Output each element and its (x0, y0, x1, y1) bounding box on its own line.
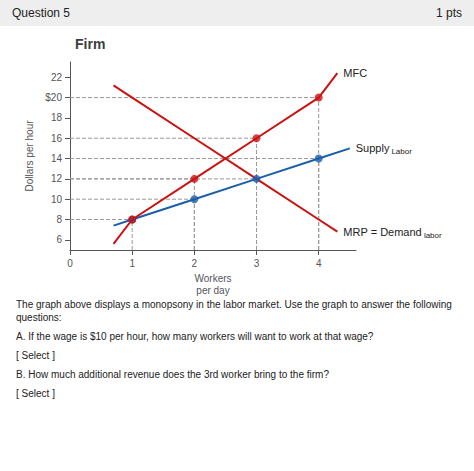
svg-text:[ Select ]: [ Select ] (16, 350, 55, 361)
svg-text:2: 2 (192, 258, 198, 269)
svg-text:1: 1 (129, 258, 135, 269)
svg-text:10: 10 (51, 194, 63, 205)
svg-text:0: 0 (67, 258, 73, 269)
svg-text:labor: labor (424, 231, 442, 240)
svg-text:3: 3 (254, 258, 260, 269)
svg-text:16: 16 (51, 133, 63, 144)
svg-text:Firm: Firm (75, 36, 105, 52)
svg-text:per day: per day (196, 285, 229, 296)
svg-text:$20: $20 (45, 92, 62, 103)
svg-text:22: 22 (51, 72, 63, 83)
svg-text:The graph above displays a mon: The graph above displays a monopsony in … (16, 299, 452, 310)
svg-text:A. If the wage is $10 per hour: A. If the wage is $10 per hour, how many… (16, 331, 374, 342)
svg-text:MFC: MFC (343, 67, 367, 79)
svg-text:Supply: Supply (356, 142, 390, 154)
svg-text:4: 4 (316, 258, 322, 269)
svg-text:Labor: Labor (391, 147, 412, 156)
svg-text:12: 12 (51, 173, 63, 184)
svg-text:14: 14 (51, 153, 63, 164)
svg-text:B. How much additional revenue: B. How much additional revenue does the … (16, 369, 329, 380)
svg-text:questions:: questions: (16, 312, 62, 323)
svg-text:18: 18 (51, 112, 63, 123)
svg-text:Workers: Workers (194, 273, 231, 284)
svg-text:Dollars per hour: Dollars per hour (24, 120, 35, 192)
svg-text:MRP = Demand: MRP = Demand (343, 226, 421, 238)
svg-text:8: 8 (56, 214, 62, 225)
svg-text:6: 6 (56, 234, 62, 245)
svg-text:[ Select ]: [ Select ] (16, 388, 55, 399)
svg-text:Question 5: Question 5 (12, 6, 70, 20)
svg-text:1 pts: 1 pts (436, 6, 462, 20)
